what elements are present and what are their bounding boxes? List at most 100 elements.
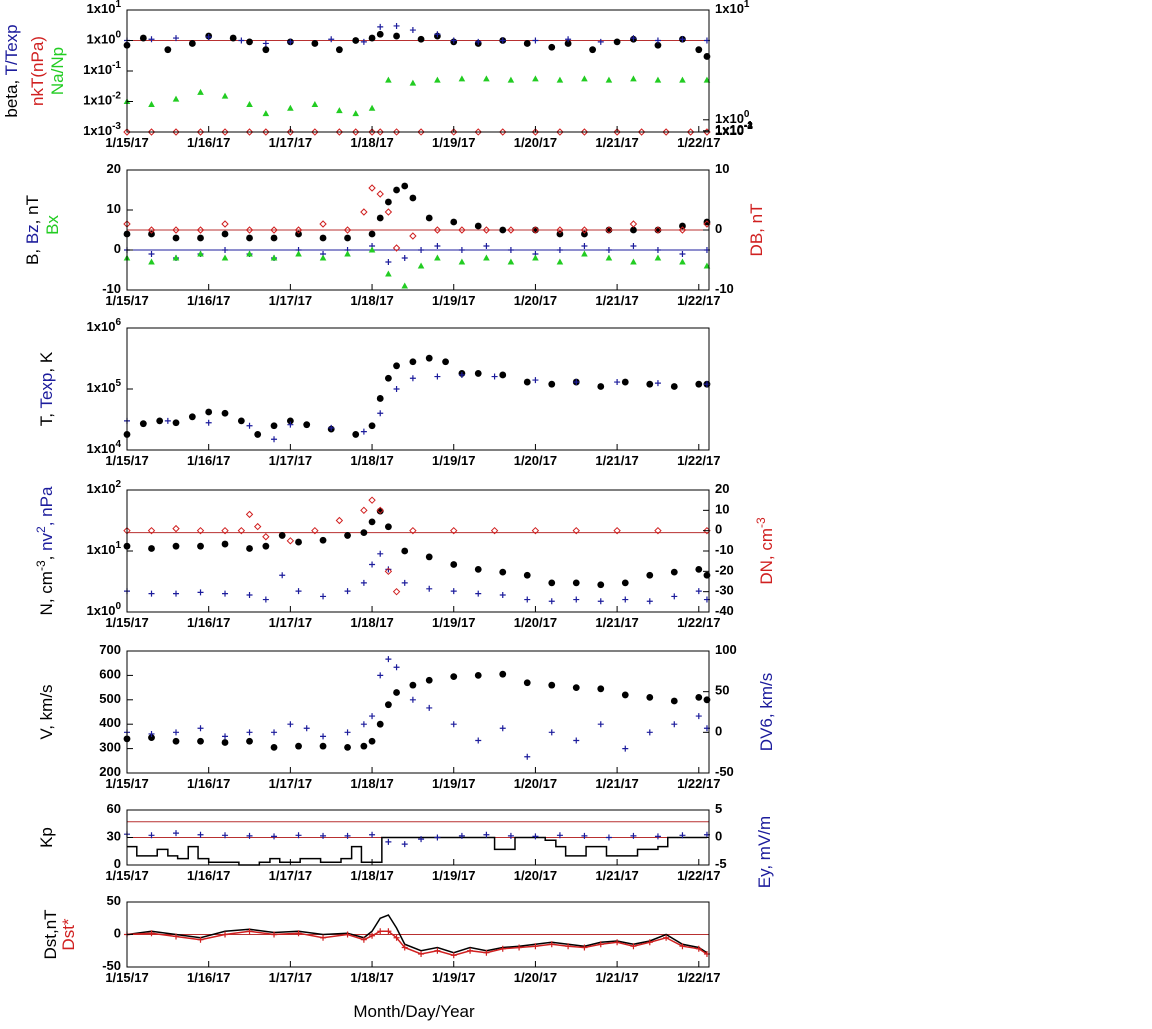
density-nv2-point-21 <box>548 598 555 605</box>
bfield-series-B <box>123 182 711 242</box>
density-nv2-point-18 <box>475 590 482 597</box>
beta-beta-point-3 <box>188 40 196 47</box>
beta-left-tick-label-3: 1x100 <box>87 29 122 47</box>
density-nv2-point-26 <box>671 593 678 600</box>
velocity-DV6-point-3 <box>197 725 204 732</box>
bfield-B-point-4 <box>221 230 229 238</box>
kp-x-tick-label-6: 1/21/17 <box>595 868 638 883</box>
density-nv2-point-25 <box>646 598 653 605</box>
beta-Na/Np-point-7 <box>287 104 294 111</box>
temp-T-point-18 <box>409 358 417 366</box>
density-DN-point-15 <box>384 567 393 576</box>
beta-nkT(nPa)-point-24 <box>686 128 695 136</box>
kp-Ey-point-20 <box>581 832 588 839</box>
bfield-DB-point-12 <box>376 190 384 198</box>
beta-nkT(nPa)-point-7 <box>286 128 295 136</box>
beta-beta-point-22 <box>564 40 572 47</box>
bfield-Bx-point-2 <box>172 254 180 261</box>
beta-left-tick-label-0: 1x10-3 <box>83 121 121 139</box>
beta-left-tick-label-4: 1x101 <box>87 0 122 16</box>
beta-beta-point-2 <box>164 46 172 54</box>
dst-Dst*-point-33 <box>695 945 702 952</box>
bfield-Bx-point-9 <box>344 250 351 257</box>
beta-series-Na/Np <box>123 75 711 117</box>
panel-kp: 0 30 60 -5 0 5 1/15/17 1/16/17 1/17/17 1/18/17 1/1… <box>37 801 774 888</box>
beta-T/Texp-point-18 <box>597 38 604 45</box>
dst-x-tick-label-5: 1/20/17 <box>514 970 557 985</box>
kp-Ey-point-22 <box>630 832 637 839</box>
beta-beta-point-14 <box>393 32 400 40</box>
bfield-Bz-point-17 <box>507 247 514 253</box>
dst-series-Dst* <box>124 928 710 959</box>
kp-Ey-point-5 <box>246 832 253 839</box>
density-N-point-15 <box>401 547 409 555</box>
bfield-Bx-point-18 <box>532 254 539 261</box>
velocity-DV6-point-6 <box>271 729 278 736</box>
bfield-second-axis-label-part-0: Bx <box>43 215 62 235</box>
bfield-DB-point-3 <box>196 226 205 234</box>
temp-frame <box>126 327 710 451</box>
bfield-DB-point-23 <box>605 226 613 234</box>
kp-Ey-point-9 <box>344 832 351 839</box>
velocity-DV6-point-10 <box>344 729 351 736</box>
density-DN-point-14 <box>376 506 384 515</box>
temp-Texp-point-9 <box>393 386 400 392</box>
dst-Dst*-point-30 <box>646 939 653 946</box>
density-DN-point-8 <box>262 533 270 541</box>
kp-x-tick-label-7: 1/22/17 <box>677 868 720 883</box>
density-x-tick-label-2: 1/17/17 <box>269 615 312 630</box>
dst-Dst*-point-2 <box>173 933 180 940</box>
dst-Dst*-point-15 <box>401 944 408 951</box>
kp-left-axis-label-part-0: Kp <box>37 827 56 848</box>
dst-Dst*-point-11 <box>369 932 376 939</box>
bfield-left-axis-label-part-1: Bz <box>23 224 42 244</box>
temp-T-point-14 <box>368 422 376 430</box>
dst-Dst*-point-13 <box>385 928 392 935</box>
velocity-V-point-7 <box>295 742 302 750</box>
temp-Texp-point-7 <box>360 428 367 435</box>
temp-T-point-17 <box>393 362 400 370</box>
velocity-right-axis-label: DV6, km/s <box>757 673 776 751</box>
bfield-Bx-point-13 <box>417 262 425 269</box>
temp-T-point-7 <box>237 417 245 425</box>
bfield-Bx-point-1 <box>148 258 155 265</box>
temp-left-axis-label-part-2: , K <box>37 351 56 372</box>
beta-nkT(nPa)-point-20 <box>580 128 589 136</box>
bfield-Bz-point-20 <box>581 243 588 249</box>
density-DN-point-21 <box>572 526 580 535</box>
beta-nkT(nPa)-point-21 <box>613 128 621 136</box>
bfield-second-axis-label-text: Bx <box>43 215 62 235</box>
temp-Texp-point-12 <box>458 371 465 378</box>
dst-left-axis-label-part-0: Dst,nT <box>41 909 60 959</box>
beta-nkT(nPa)-point-19 <box>556 128 564 136</box>
beta-T/Texp-point-12 <box>434 31 441 38</box>
bfield-B-point-18 <box>474 222 482 230</box>
bfield-Bx-point-14 <box>434 254 441 261</box>
beta-T/Texp-point-8 <box>360 38 367 45</box>
velocity-V-point-8 <box>319 742 327 750</box>
velocity-V-point-4 <box>221 739 229 746</box>
bfield-B-point-1 <box>148 230 155 238</box>
dst-Dst*-point-26 <box>581 944 588 951</box>
beta-beta-point-10 <box>335 46 343 54</box>
dst-Dst*-point-32 <box>679 943 686 950</box>
bfield-right-tick-label-1: 0 <box>715 221 722 236</box>
velocity-series-V <box>123 670 711 751</box>
kp-left-tick-label-2: 60 <box>107 801 121 816</box>
temp-Texp-point-5 <box>287 421 294 428</box>
bfield-x-tick-label-2: 1/17/17 <box>269 293 312 308</box>
beta-x-tick-label-2: 1/17/17 <box>269 135 312 150</box>
dst-second-axis-label: Dst* <box>59 918 78 951</box>
velocity-left-tick-label-3: 500 <box>99 691 121 706</box>
temp-left-tick-label-0: 1x104 <box>87 439 122 457</box>
bfield-DB-point-17 <box>458 226 466 234</box>
density-right-tick-label-1: -30 <box>715 583 734 598</box>
density-nv2-point-3 <box>197 589 204 596</box>
bfield-Bx-point-22 <box>630 258 637 265</box>
density-DN-point-11 <box>335 516 344 525</box>
bfield-right-tick-label-2: 10 <box>715 161 729 176</box>
dst-Dst*-point-23 <box>532 943 539 950</box>
kp-left-tick-label-0: 0 <box>114 856 121 871</box>
kp-Ey-point-10 <box>369 831 376 838</box>
